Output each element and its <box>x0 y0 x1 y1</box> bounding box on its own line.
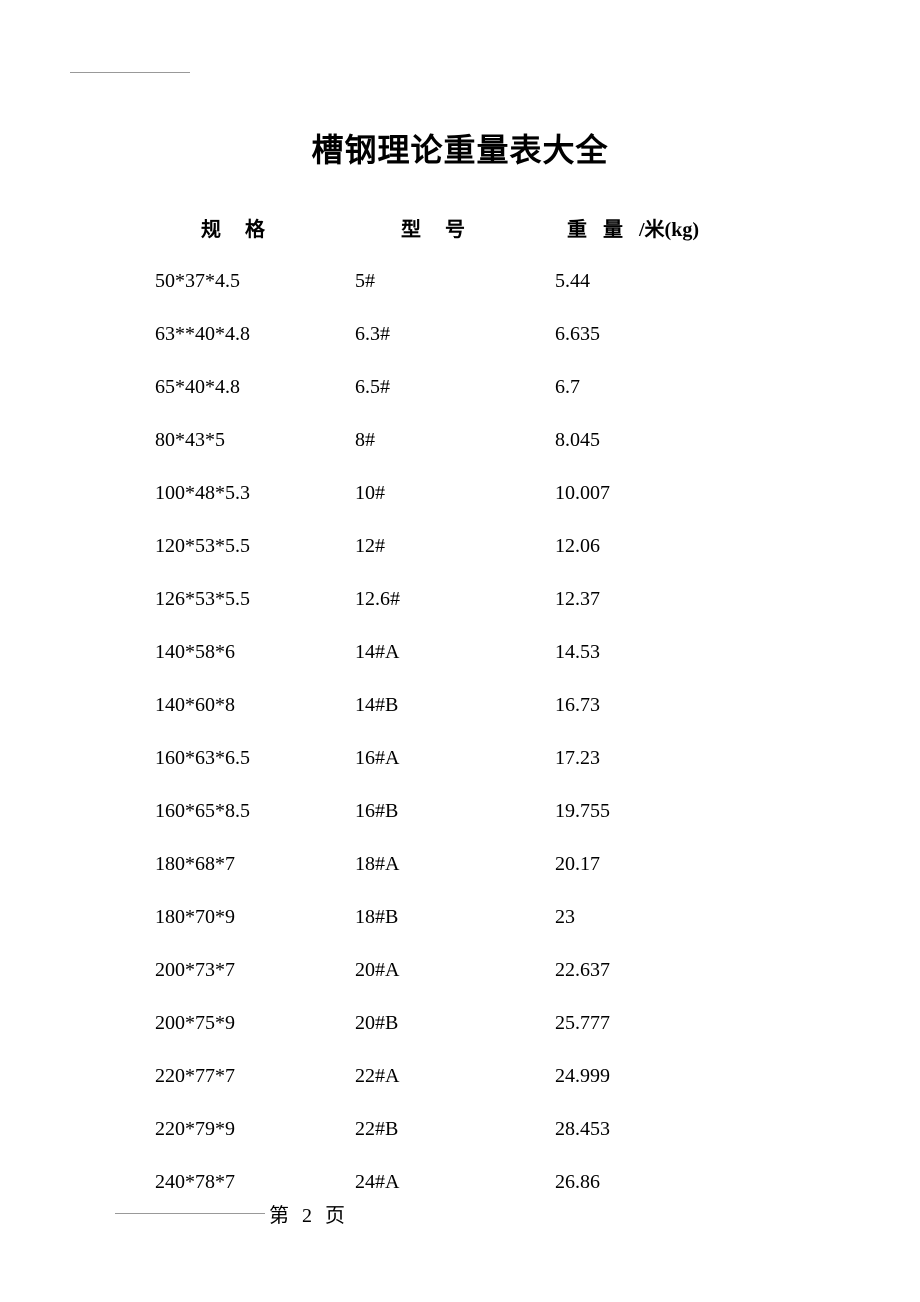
table-header-row: 规格 型号 重量/米(kg) <box>155 213 765 242</box>
cell-model: 22#B <box>355 1118 555 1141</box>
cell-spec: 160*65*8.5 <box>155 800 355 823</box>
page-title: 槽钢理论重量表大全 <box>155 125 765 171</box>
cell-spec: 220*77*7 <box>155 1065 355 1088</box>
cell-spec: 50*37*4.5 <box>155 270 355 293</box>
cell-weight: 6.7 <box>555 376 755 399</box>
table-row: 140*58*614#A14.53 <box>155 641 765 664</box>
table-row: 120*53*5.512#12.06 <box>155 535 765 558</box>
cell-model: 20#A <box>355 959 555 982</box>
header-weight-prefix: 重量 <box>567 219 639 241</box>
cell-weight: 14.53 <box>555 641 755 664</box>
table-row: 220*77*722#A24.999 <box>155 1065 765 1088</box>
cell-spec: 120*53*5.5 <box>155 535 355 558</box>
cell-model: 6.3# <box>355 323 555 346</box>
cell-weight: 16.73 <box>555 694 755 717</box>
table-row: 140*60*814#B16.73 <box>155 694 765 717</box>
cell-model: 12.6# <box>355 588 555 611</box>
cell-weight: 10.007 <box>555 482 755 505</box>
cell-spec: 220*79*9 <box>155 1118 355 1141</box>
cell-weight: 22.637 <box>555 959 755 982</box>
cell-model: 24#A <box>355 1171 555 1194</box>
table-row: 80*43*58#8.045 <box>155 429 765 452</box>
cell-model: 18#A <box>355 853 555 876</box>
cell-model: 16#A <box>355 747 555 770</box>
cell-spec: 240*78*7 <box>155 1171 355 1194</box>
header-spec: 规格 <box>155 213 355 242</box>
page-number: 第 2 页 <box>269 1199 349 1228</box>
cell-weight: 23 <box>555 906 755 929</box>
cell-model: 10# <box>355 482 555 505</box>
cell-model: 6.5# <box>355 376 555 399</box>
table-row: 240*78*724#A26.86 <box>155 1171 765 1194</box>
table-row: 100*48*5.310#10.007 <box>155 482 765 505</box>
table-row: 160*63*6.516#A17.23 <box>155 747 765 770</box>
cell-spec: 100*48*5.3 <box>155 482 355 505</box>
cell-model: 12# <box>355 535 555 558</box>
cell-spec: 200*75*9 <box>155 1012 355 1035</box>
cell-weight: 12.06 <box>555 535 755 558</box>
cell-spec: 65*40*4.8 <box>155 376 355 399</box>
cell-spec: 80*43*5 <box>155 429 355 452</box>
cell-model: 8# <box>355 429 555 452</box>
table-row: 180*68*718#A20.17 <box>155 853 765 876</box>
cell-spec: 200*73*7 <box>155 959 355 982</box>
cell-spec: 140*60*8 <box>155 694 355 717</box>
table-row: 180*70*918#B23 <box>155 906 765 929</box>
header-weight-suffix: /米(kg) <box>639 219 699 241</box>
cell-weight: 25.777 <box>555 1012 755 1035</box>
cell-spec: 180*68*7 <box>155 853 355 876</box>
cell-weight: 20.17 <box>555 853 755 876</box>
footer-divider <box>115 1213 265 1214</box>
table-row: 65*40*4.86.5#6.7 <box>155 376 765 399</box>
table-row: 200*75*920#B25.777 <box>155 1012 765 1035</box>
cell-model: 14#B <box>355 694 555 717</box>
cell-spec: 140*58*6 <box>155 641 355 664</box>
cell-weight: 19.755 <box>555 800 755 823</box>
table-row: 50*37*4.55#5.44 <box>155 270 765 293</box>
cell-weight: 28.453 <box>555 1118 755 1141</box>
cell-weight: 24.999 <box>555 1065 755 1088</box>
table-row: 160*65*8.516#B19.755 <box>155 800 765 823</box>
table-row: 63**40*4.86.3#6.635 <box>155 323 765 346</box>
cell-weight: 5.44 <box>555 270 755 293</box>
cell-model: 14#A <box>355 641 555 664</box>
header-divider <box>70 72 190 73</box>
header-weight: 重量/米(kg) <box>555 213 755 242</box>
cell-spec: 63**40*4.8 <box>155 323 355 346</box>
cell-spec: 160*63*6.5 <box>155 747 355 770</box>
table-row: 200*73*720#A22.637 <box>155 959 765 982</box>
cell-weight: 26.86 <box>555 1171 755 1194</box>
cell-model: 22#A <box>355 1065 555 1088</box>
cell-weight: 6.635 <box>555 323 755 346</box>
cell-weight: 12.37 <box>555 588 755 611</box>
cell-weight: 17.23 <box>555 747 755 770</box>
header-model: 型号 <box>355 213 555 242</box>
table-body: 50*37*4.55#5.44 63**40*4.86.3#6.635 65*40*… <box>155 270 765 1194</box>
cell-model: 18#B <box>355 906 555 929</box>
cell-model: 5# <box>355 270 555 293</box>
document-content: 槽钢理论重量表大全 规格 型号 重量/米(kg) 50*37*4.55#5.44… <box>0 0 920 1194</box>
cell-model: 16#B <box>355 800 555 823</box>
page-footer: 第 2 页 <box>115 1199 349 1228</box>
cell-model: 20#B <box>355 1012 555 1035</box>
cell-spec: 126*53*5.5 <box>155 588 355 611</box>
cell-spec: 180*70*9 <box>155 906 355 929</box>
table-row: 220*79*922#B28.453 <box>155 1118 765 1141</box>
cell-weight: 8.045 <box>555 429 755 452</box>
table-row: 126*53*5.512.6#12.37 <box>155 588 765 611</box>
